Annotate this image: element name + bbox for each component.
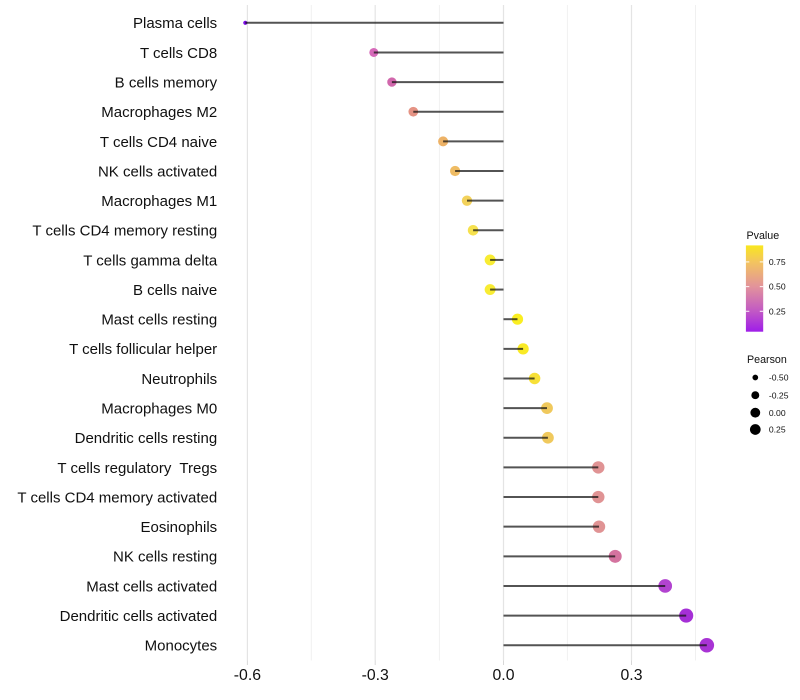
- svg-text:0.3: 0.3: [621, 667, 643, 684]
- svg-text:-0.50: -0.50: [769, 373, 789, 383]
- svg-text:Eosinophils: Eosinophils: [140, 519, 217, 536]
- svg-text:T cells CD4 memory resting: T cells CD4 memory resting: [32, 223, 217, 240]
- svg-text:-0.25: -0.25: [769, 390, 789, 400]
- svg-text:T cells gamma delta: T cells gamma delta: [83, 252, 218, 269]
- svg-text:Dendritic cells activated: Dendritic cells activated: [60, 608, 218, 625]
- svg-text:-0.6: -0.6: [234, 667, 261, 684]
- svg-text:Pvalue: Pvalue: [747, 230, 780, 242]
- svg-text:Monocytes: Monocytes: [145, 638, 218, 655]
- svg-text:T cells CD4 memory activated: T cells CD4 memory activated: [17, 489, 217, 506]
- svg-text:0.0: 0.0: [493, 667, 515, 684]
- svg-text:T cells follicular helper: T cells follicular helper: [69, 341, 217, 358]
- svg-text:0.00: 0.00: [769, 408, 786, 418]
- svg-text:T cells CD4 naive: T cells CD4 naive: [100, 134, 217, 151]
- svg-text:Plasma cells: Plasma cells: [133, 15, 217, 32]
- svg-text:Dendritic cells resting: Dendritic cells resting: [75, 430, 218, 447]
- svg-text:T cells regulatory Tregs: T cells regulatory Tregs: [57, 460, 217, 477]
- svg-text:0.50: 0.50: [769, 282, 786, 292]
- svg-text:Mast cells activated: Mast cells activated: [86, 578, 217, 595]
- svg-text:Macrophages M1: Macrophages M1: [101, 193, 217, 210]
- svg-text:0.25: 0.25: [769, 306, 786, 316]
- svg-text:B cells naive: B cells naive: [133, 282, 217, 299]
- svg-text:0.25: 0.25: [769, 425, 786, 435]
- svg-text:Macrophages M2: Macrophages M2: [101, 104, 217, 121]
- svg-text:0.75: 0.75: [769, 257, 786, 267]
- svg-text:T cells CD8: T cells CD8: [140, 45, 217, 62]
- svg-text:Macrophages M0: Macrophages M0: [101, 401, 217, 418]
- svg-text:Neutrophils: Neutrophils: [141, 371, 217, 388]
- svg-text:NK cells resting: NK cells resting: [113, 549, 217, 566]
- svg-text:Mast cells resting: Mast cells resting: [101, 312, 217, 329]
- svg-text:Pearson: Pearson: [747, 354, 787, 366]
- svg-text:NK cells activated: NK cells activated: [98, 163, 217, 180]
- svg-text:-0.3: -0.3: [362, 667, 389, 684]
- svg-text:B cells memory: B cells memory: [115, 74, 218, 91]
